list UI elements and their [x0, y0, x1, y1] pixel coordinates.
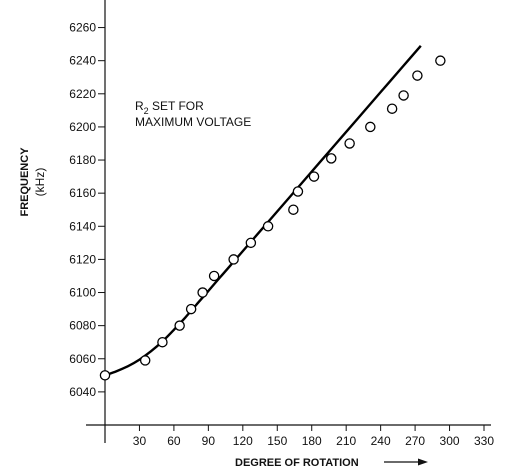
- data-point: [386, 103, 398, 114]
- x-tick-label: 120: [233, 434, 253, 448]
- annotation-line-2: MAXIMUM VOLTAGE: [135, 115, 251, 129]
- y-tick-label: 6080: [69, 319, 96, 333]
- data-point: [157, 336, 168, 348]
- y-tick-label: 6100: [69, 286, 96, 300]
- data-point: [208, 270, 220, 282]
- x-tick-label: 90: [202, 434, 216, 448]
- x-axis: 30 60 90 120 150 180 210 240 270 300 330: [86, 424, 494, 448]
- data-point: [398, 90, 409, 101]
- y-axis-title: FREQUENCY: [19, 147, 31, 217]
- data-point: [197, 287, 208, 298]
- x-axis-title: DEGREE OF ROTATION: [235, 457, 359, 469]
- data-point: [308, 171, 320, 182]
- data-point: [174, 320, 185, 331]
- data-point: [435, 55, 446, 66]
- y-axis-unit: (kHz): [33, 168, 47, 197]
- y-tick-label: 6260: [69, 21, 96, 35]
- y-axis: 6040 6060 6080 6100 6120 6140 6160 6180 6200 6220…: [69, 0, 106, 443]
- data-point: [99, 370, 111, 381]
- data-point: [292, 186, 304, 197]
- y-tick-label: 6060: [69, 352, 96, 366]
- x-tick-label: 210: [336, 434, 356, 448]
- y-tick-label: 6120: [69, 252, 96, 266]
- x-tick-label: 330: [474, 434, 494, 448]
- data-point: [344, 138, 355, 149]
- data-point: [412, 70, 423, 81]
- data-points: [99, 55, 446, 381]
- data-point: [228, 254, 239, 265]
- y-ticks: 6040 6060 6080 6100 6120 6140 6160 6180 6200 6220…: [69, 21, 105, 399]
- fit-curve: [104, 45, 422, 377]
- data-point: [185, 303, 197, 315]
- data-point: [288, 204, 299, 215]
- y-tick-label: 6160: [69, 186, 96, 200]
- x-tick-label: 180: [302, 434, 322, 448]
- y-tick-label: 6220: [69, 87, 96, 101]
- y-tick-label: 6040: [69, 385, 96, 399]
- x-axis-arrow-head: [418, 458, 428, 466]
- data-point: [262, 221, 274, 232]
- x-tick-label: 150: [267, 434, 287, 448]
- x-tick-label: 60: [167, 434, 181, 448]
- annotation: R2 SET FOR MAXIMUM VOLTAGE: [135, 99, 251, 129]
- x-axis-arrow: [384, 458, 428, 466]
- y-tick-label: 6240: [69, 54, 96, 68]
- data-point: [139, 355, 151, 366]
- x-ticks: 30 60 90 120 150 180 210 240 270 300 330: [133, 425, 494, 448]
- y-tick-label: 6200: [69, 120, 96, 134]
- data-point: [245, 237, 257, 249]
- data-point: [365, 121, 376, 133]
- x-tick-label: 240: [371, 434, 391, 448]
- y-tick-label: 6140: [69, 219, 96, 233]
- x-tick-label: 270: [405, 434, 425, 448]
- x-tick-label: 30: [133, 434, 147, 448]
- y-tick-label: 6180: [69, 153, 96, 167]
- data-point: [326, 153, 337, 164]
- x-tick-label: 300: [440, 434, 460, 448]
- annotation-line-1: R2 SET FOR: [135, 99, 204, 116]
